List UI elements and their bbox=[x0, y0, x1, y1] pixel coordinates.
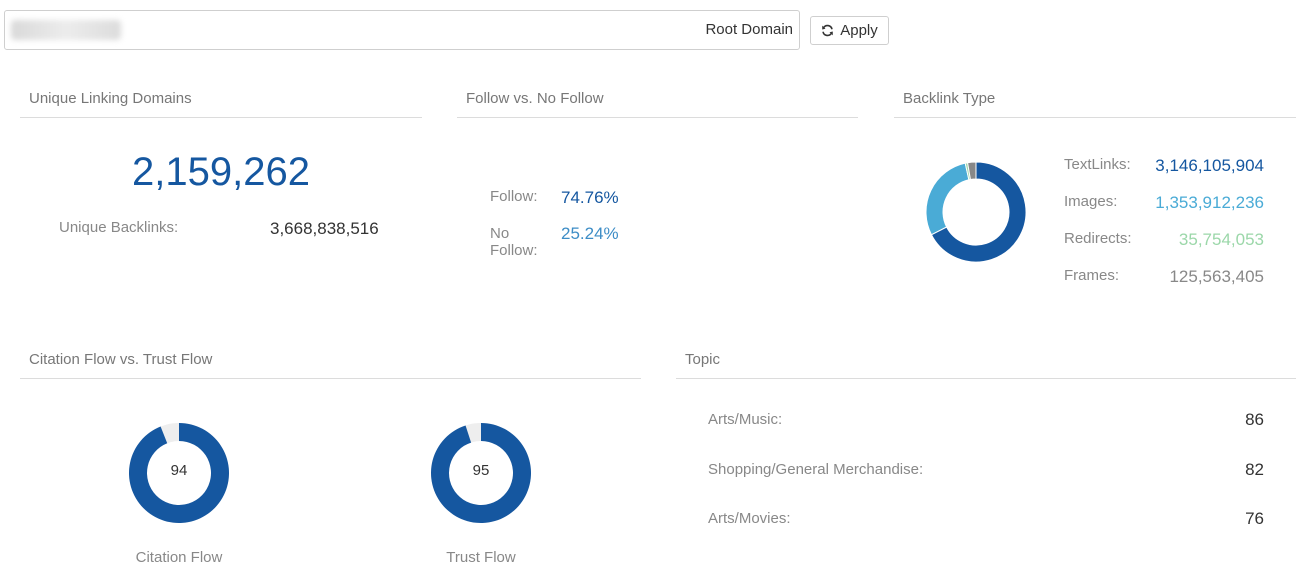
divider bbox=[894, 117, 1296, 118]
follow-title: Follow vs. No Follow bbox=[466, 90, 604, 107]
domain-search-bar[interactable]: Root Domain bbox=[4, 10, 800, 50]
unique-backlinks-label: Unique Backlinks: bbox=[59, 219, 179, 236]
frames-label: Frames: bbox=[1064, 267, 1120, 284]
trust-flow-caption: Trust Flow bbox=[446, 549, 516, 566]
topic-row-value: 86 bbox=[1245, 410, 1264, 429]
divider bbox=[20, 378, 641, 379]
nofollow-label-2: Follow: bbox=[490, 242, 538, 259]
donut-slice-textlinks bbox=[930, 162, 1026, 262]
trust-flow-value: 95 bbox=[472, 462, 490, 479]
topic-row-label: Shopping/General Merchandise: bbox=[708, 461, 924, 478]
topic-row-label: Arts/Movies: bbox=[708, 510, 791, 527]
redirects-value: 35,754,053 bbox=[1178, 230, 1264, 249]
divider bbox=[676, 378, 1296, 379]
trust-flow-arc bbox=[431, 423, 531, 523]
trust-flow-gauge: 95 bbox=[431, 423, 531, 523]
donut-slice-images bbox=[926, 162, 970, 236]
divider bbox=[20, 117, 422, 118]
frames-value: 125,563,405 bbox=[1169, 267, 1264, 286]
follow-label: Follow: bbox=[490, 188, 538, 205]
backlink-type-donut bbox=[926, 162, 1026, 262]
nofollow-label: No bbox=[490, 225, 510, 242]
citation-flow-caption: Citation Flow bbox=[135, 549, 223, 566]
trust-flow-donut bbox=[431, 423, 531, 523]
redirects-label: Redirects: bbox=[1064, 230, 1132, 247]
citation-flow-gauge: 94 bbox=[129, 423, 229, 523]
textlinks-value: 3,146,105,904 bbox=[1155, 156, 1264, 175]
follow-value: 74.76% bbox=[561, 188, 619, 207]
citation-flow-donut bbox=[129, 423, 229, 523]
textlinks-label: TextLinks: bbox=[1064, 156, 1131, 173]
unique-backlinks-value: 3,668,838,516 bbox=[270, 219, 379, 238]
unique-linking-count: 2,159,262 bbox=[132, 150, 310, 194]
topic-row-value: 76 bbox=[1245, 509, 1264, 528]
refresh-icon bbox=[822, 24, 834, 37]
topic-row-value: 82 bbox=[1245, 460, 1264, 479]
donut-slice-frames bbox=[967, 162, 977, 181]
root-domain-selector[interactable]: Root Domain bbox=[705, 21, 793, 38]
images-value: 1,353,912,236 bbox=[1155, 193, 1264, 212]
nofollow-value: 25.24% bbox=[561, 224, 619, 243]
flow-title: Citation Flow vs. Trust Flow bbox=[29, 351, 213, 368]
topic-row-label: Arts/Music: bbox=[708, 411, 783, 428]
topic-title: Topic bbox=[685, 351, 721, 368]
divider bbox=[457, 117, 858, 118]
unique-linking-title: Unique Linking Domains bbox=[29, 90, 192, 107]
backlink-type-title: Backlink Type bbox=[903, 90, 996, 107]
apply-button[interactable]: Apply bbox=[810, 16, 889, 45]
images-label: Images: bbox=[1064, 193, 1118, 210]
citation-flow-arc bbox=[129, 423, 229, 523]
domain-input[interactable] bbox=[11, 20, 121, 40]
apply-label: Apply bbox=[840, 22, 878, 39]
citation-flow-value: 94 bbox=[170, 462, 188, 479]
